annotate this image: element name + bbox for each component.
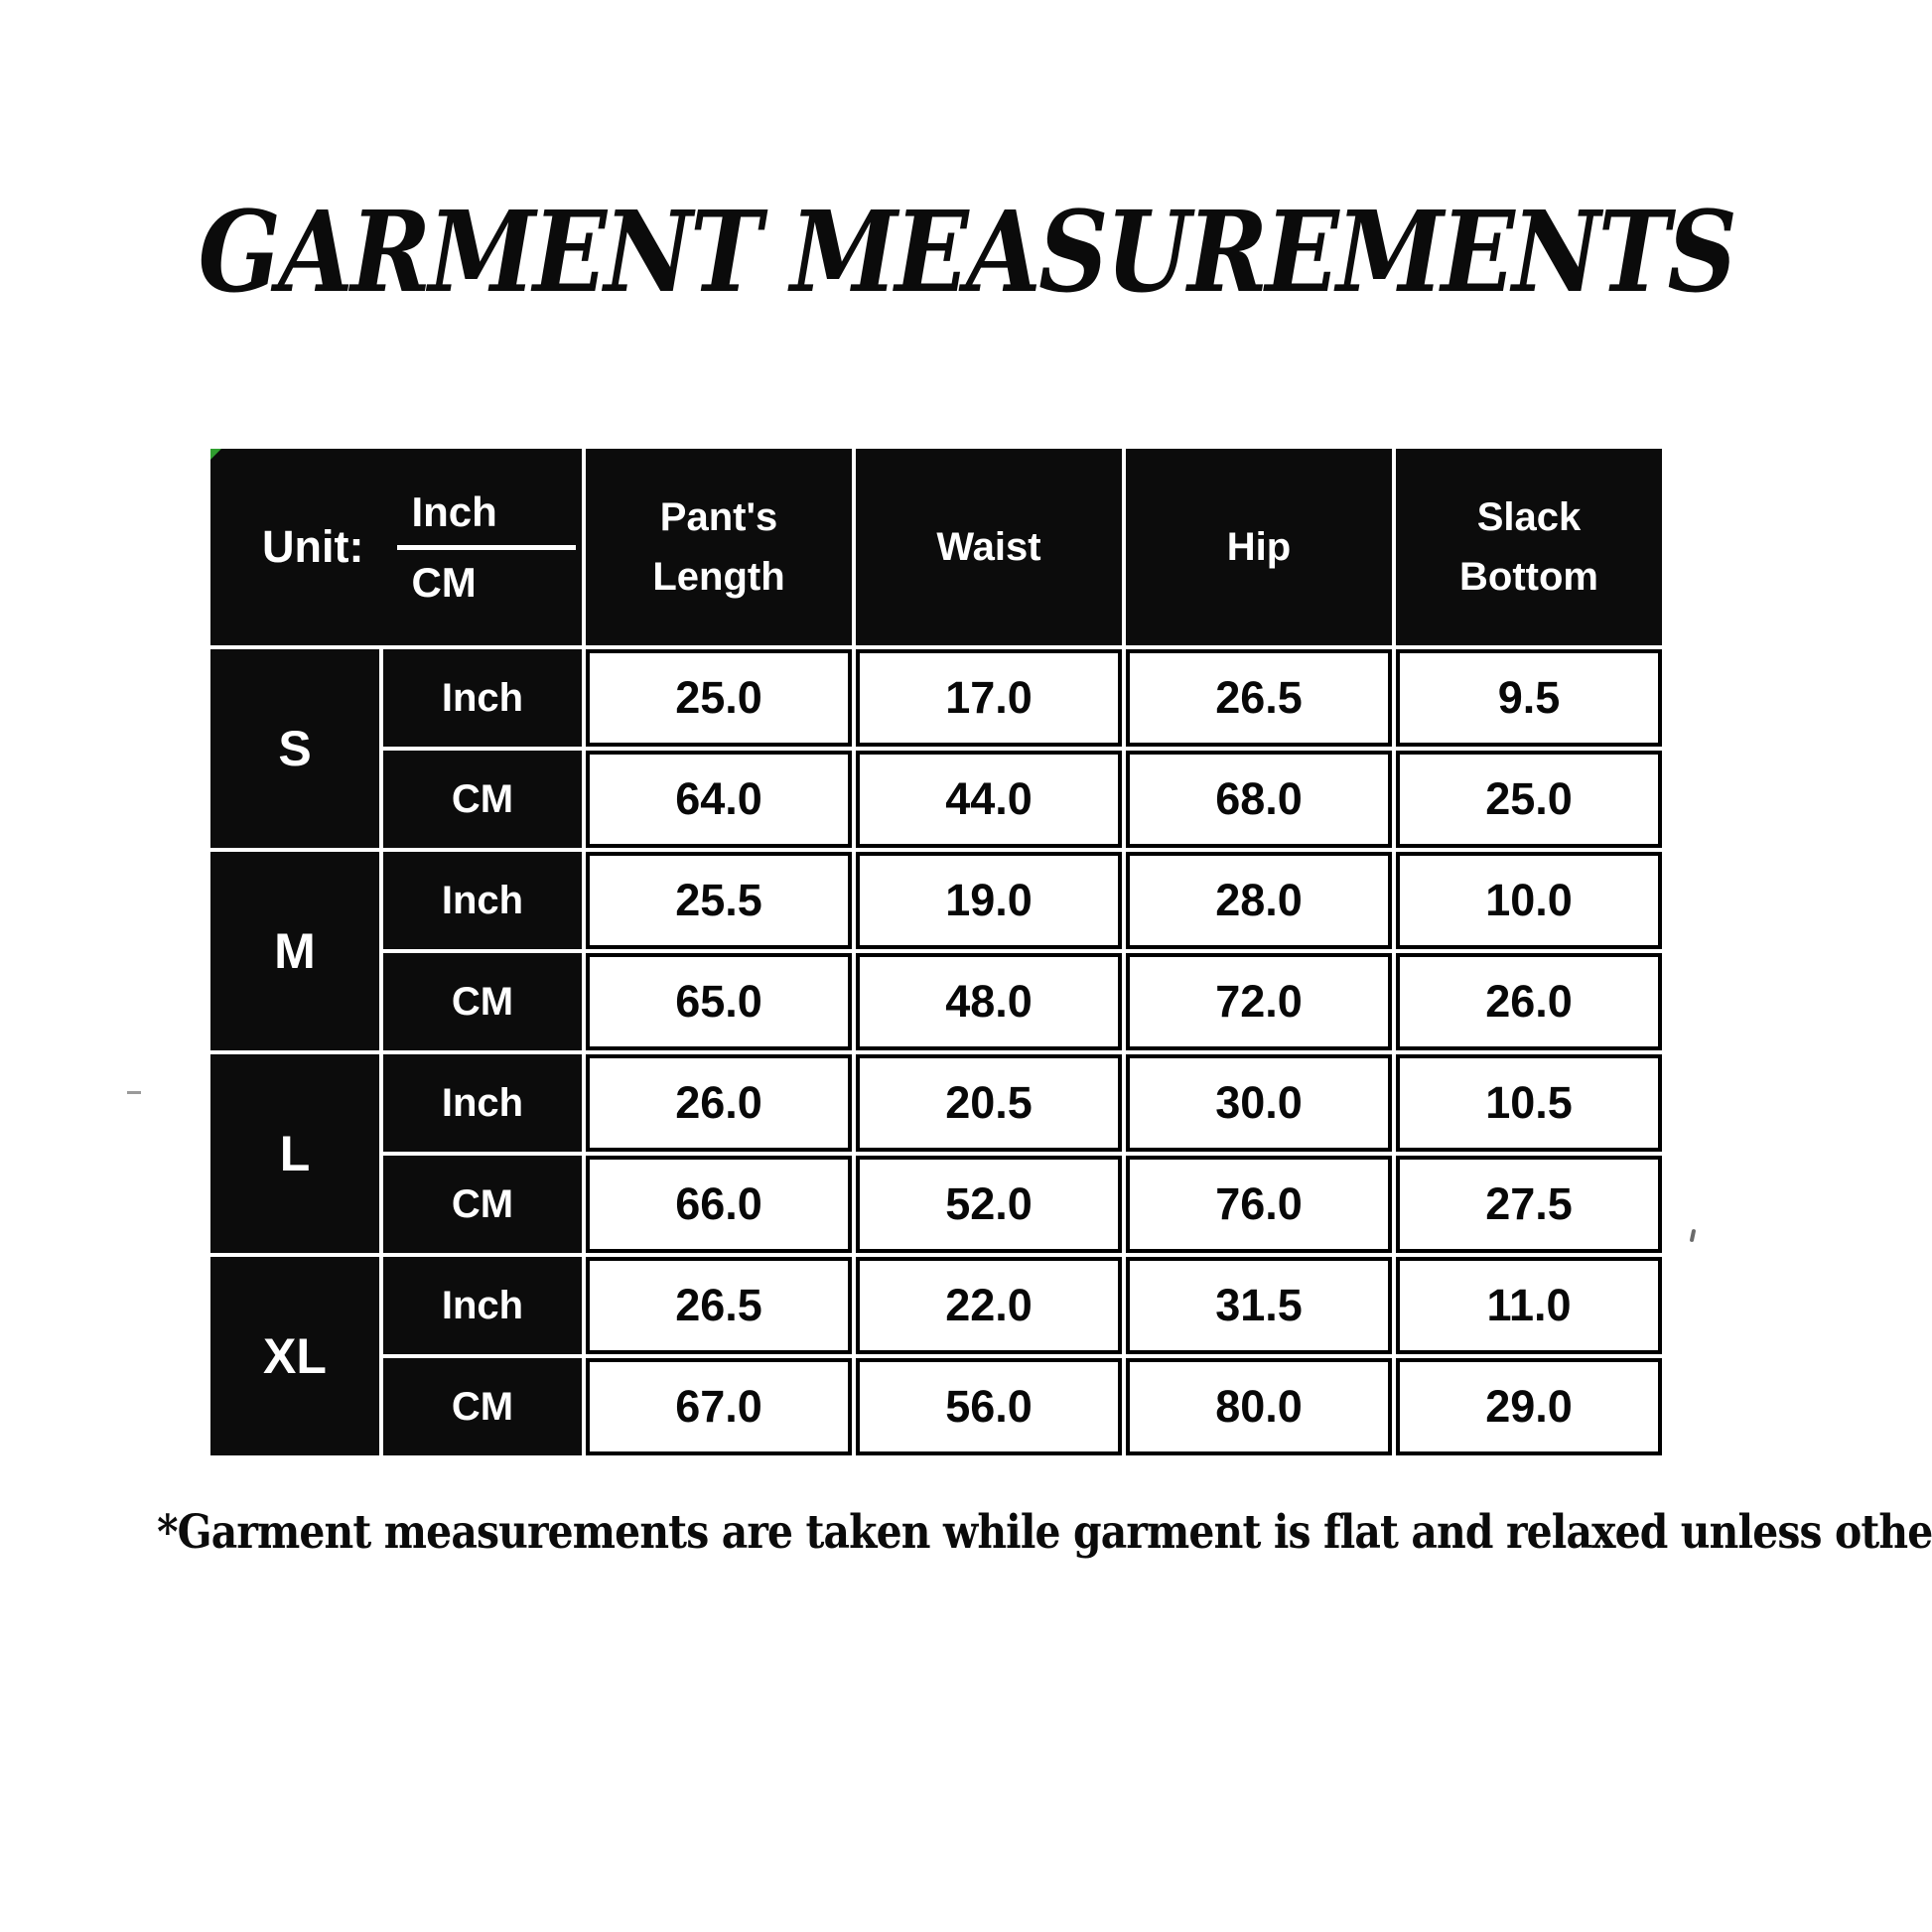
value-cell: 26.5 (1126, 649, 1392, 747)
table-header-row: Unit: Inch CM Pant's Length Waist Hip Sl… (210, 449, 1662, 645)
table-row: S Inch 25.0 17.0 26.5 9.5 (210, 649, 1662, 848)
value-cell: 68.0 (1126, 751, 1392, 848)
table-row: CM 66.0 52.0 76.0 27.5 (210, 1156, 1662, 1253)
table-row: M Inch 25.5 19.0 28.0 10.0 (210, 852, 1662, 1050)
value-cell: 9.5 (1396, 649, 1662, 747)
unit-row-label: CM (383, 1156, 582, 1253)
value-cell: 17.0 (856, 649, 1122, 747)
unit-header-cell: Unit: Inch CM (210, 449, 582, 645)
unit-header-content: Unit: Inch CM (210, 488, 582, 607)
stray-mark (1689, 1228, 1697, 1243)
value-cell: 10.5 (1396, 1054, 1662, 1152)
size-cell-xl: XL (210, 1257, 379, 1455)
table-row: XL Inch 26.5 22.0 31.5 11.0 (210, 1257, 1662, 1455)
column-header-waist: Waist (856, 449, 1122, 645)
value-cell: 11.0 (1396, 1257, 1662, 1354)
value-cell: 26.0 (586, 1054, 852, 1152)
stray-mark (127, 1091, 141, 1094)
table-row: CM 67.0 56.0 80.0 29.0 (210, 1358, 1662, 1455)
value-cell: 29.0 (1396, 1358, 1662, 1455)
value-cell: 64.0 (586, 751, 852, 848)
value-cell: 28.0 (1126, 852, 1392, 949)
value-cell: 20.5 (856, 1054, 1122, 1152)
page-title-text: GARMENT MEASUREMENTS (198, 188, 1736, 318)
table-row: CM 64.0 44.0 68.0 25.0 (210, 751, 1662, 848)
unit-row-label: Inch (383, 1257, 582, 1354)
table-row: L Inch 26.0 20.5 30.0 10.5 (210, 1054, 1662, 1253)
size-chart-table: Unit: Inch CM Pant's Length Waist Hip Sl… (207, 445, 1666, 1459)
value-cell: 25.0 (586, 649, 852, 747)
footnote: *Garment measurements are taken while ga… (0, 1505, 1932, 1560)
value-cell: 72.0 (1126, 953, 1392, 1050)
value-cell: 56.0 (856, 1358, 1122, 1455)
value-cell: 67.0 (586, 1358, 852, 1455)
unit-fraction-inch: Inch (397, 488, 576, 550)
value-cell: 66.0 (586, 1156, 852, 1253)
value-cell: 25.5 (586, 852, 852, 949)
unit-row-label: CM (383, 1358, 582, 1455)
unit-row-label: Inch (383, 852, 582, 949)
table-row: CM 65.0 48.0 72.0 26.0 (210, 953, 1662, 1050)
unit-fraction: Inch CM (397, 488, 576, 607)
value-cell: 48.0 (856, 953, 1122, 1050)
value-cell: 31.5 (1126, 1257, 1392, 1354)
value-cell: 26.0 (1396, 953, 1662, 1050)
page-title: GARMENT MEASUREMENTS (0, 195, 1932, 312)
unit-row-label: Inch (383, 1054, 582, 1152)
unit-label: Unit: (262, 521, 364, 572)
value-cell: 44.0 (856, 751, 1122, 848)
value-cell: 19.0 (856, 852, 1122, 949)
value-cell: 76.0 (1126, 1156, 1392, 1253)
unit-row-label: Inch (383, 649, 582, 747)
unit-row-label: CM (383, 953, 582, 1050)
value-cell: 26.5 (586, 1257, 852, 1354)
value-cell: 80.0 (1126, 1358, 1392, 1455)
value-cell: 10.0 (1396, 852, 1662, 949)
green-corner-marker-icon (210, 449, 221, 460)
value-cell: 65.0 (586, 953, 852, 1050)
unit-fraction-cm: CM (411, 558, 477, 606)
column-header-pants-length: Pant's Length (586, 449, 852, 645)
size-cell-s: S (210, 649, 379, 848)
value-cell: 25.0 (1396, 751, 1662, 848)
value-cell: 30.0 (1126, 1054, 1392, 1152)
size-cell-l: L (210, 1054, 379, 1253)
value-cell: 52.0 (856, 1156, 1122, 1253)
value-cell: 22.0 (856, 1257, 1122, 1354)
footnote-text: *Garment measurements are taken while ga… (157, 1505, 1932, 1560)
size-cell-m: M (210, 852, 379, 1050)
value-cell: 27.5 (1396, 1156, 1662, 1253)
column-header-hip: Hip (1126, 449, 1392, 645)
column-header-slack-bottom: Slack Bottom (1396, 449, 1662, 645)
unit-row-label: CM (383, 751, 582, 848)
